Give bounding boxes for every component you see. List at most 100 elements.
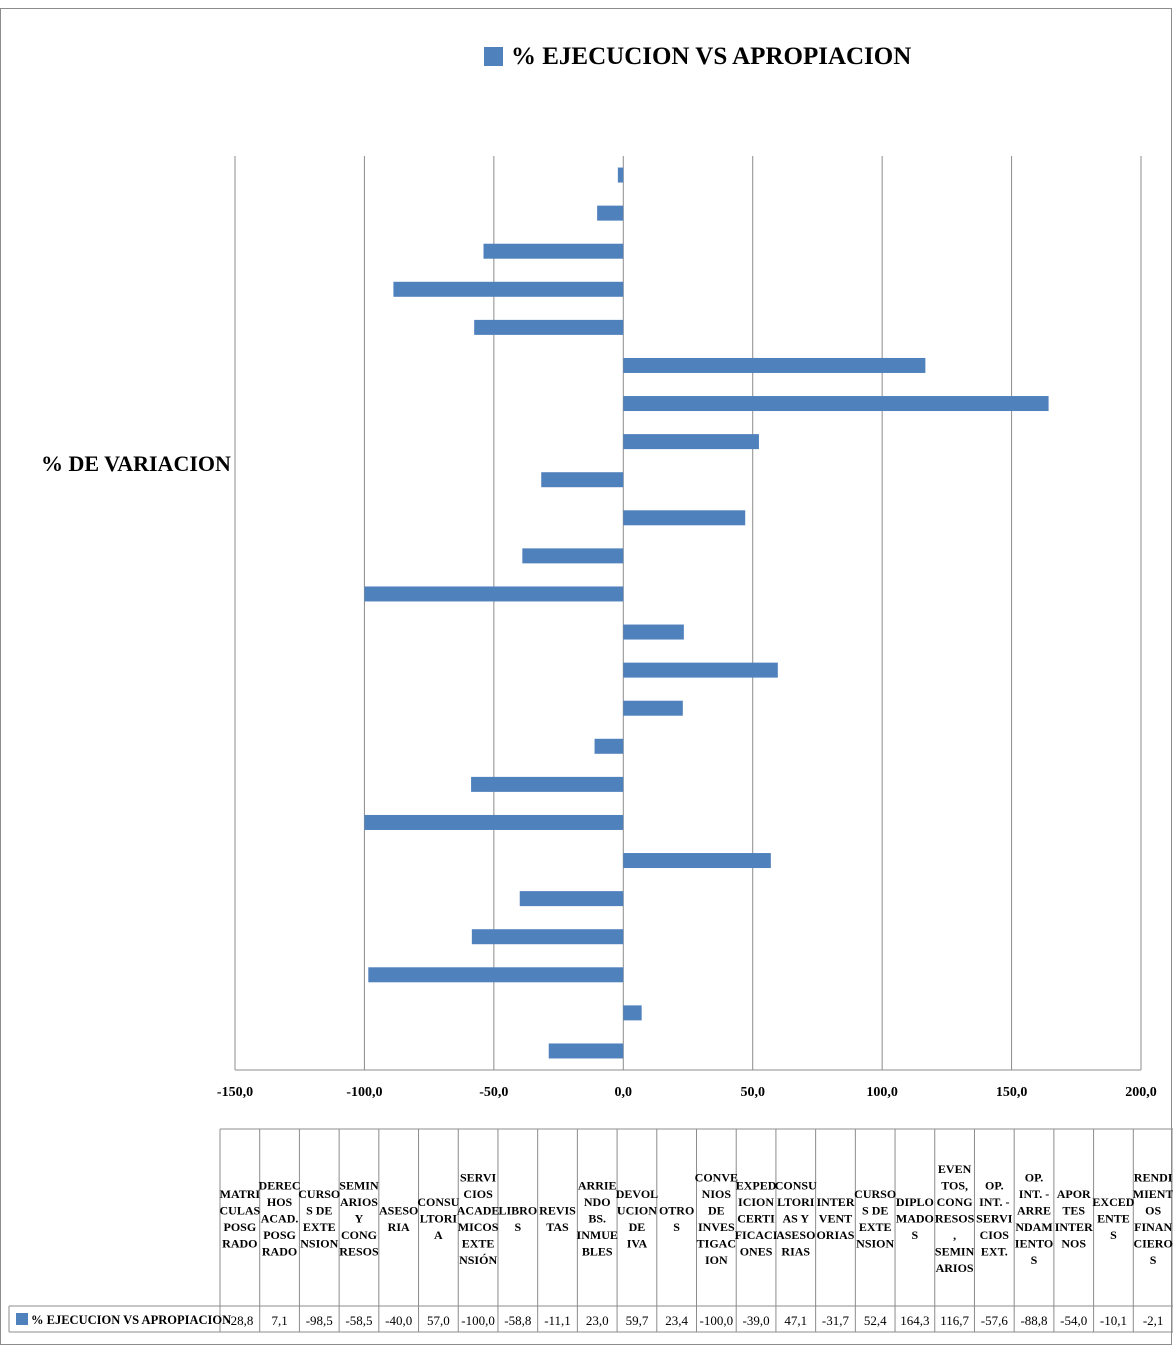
table-category-label: ONES: [740, 1245, 773, 1259]
table-value: 164,3: [900, 1313, 929, 1328]
table-value: 7,1: [271, 1313, 287, 1328]
table-category-label: RESOS: [935, 1212, 975, 1226]
table-category-label: EVEN: [938, 1162, 972, 1176]
table-category-label: FINAN: [1134, 1220, 1172, 1234]
table-category-label: S DE: [862, 1203, 888, 1217]
table-category-label: UCION: [617, 1203, 657, 1217]
bar: [393, 281, 624, 297]
table-value: 57,0: [427, 1313, 450, 1328]
bar-series: [364, 167, 1049, 1059]
table-value: -100,0: [461, 1313, 495, 1328]
table-value: -39,0: [743, 1313, 770, 1328]
table-legend-swatch: [16, 1313, 28, 1325]
table-category-label: SERVI: [460, 1170, 497, 1184]
table-category-label: ICION: [738, 1195, 774, 1209]
table-value: -57,6: [981, 1313, 1009, 1328]
table-category-label: CURSO: [854, 1187, 896, 1201]
table-category-label: S: [912, 1228, 919, 1242]
table-category-label: RIA: [388, 1220, 410, 1234]
table-category-label: RESOS: [339, 1245, 379, 1259]
table-category-label: POSG: [263, 1228, 296, 1242]
table-category-label: DE: [708, 1203, 725, 1217]
bar: [368, 967, 624, 983]
table-category-label: ASESO: [776, 1228, 815, 1242]
table-category-label: EXCED: [1092, 1195, 1134, 1209]
table-value: -58,5: [345, 1313, 372, 1328]
table-value: -54,0: [1060, 1313, 1087, 1328]
table-category-label: OS: [1145, 1203, 1161, 1217]
table-category-label: S: [1031, 1253, 1038, 1267]
table-category-label: SEMIN: [935, 1245, 975, 1259]
table-value: -58,8: [504, 1313, 531, 1328]
table-category-label: EXTE: [303, 1220, 336, 1234]
bar: [623, 434, 759, 450]
table-category-label: POSG: [224, 1220, 257, 1234]
table-category-label: IENTO: [1015, 1236, 1053, 1250]
table-category-label: NOS: [1061, 1236, 1086, 1250]
table-category-label: CONG: [341, 1228, 377, 1242]
table-category-label: RENDI: [1134, 1170, 1173, 1184]
table-category-label: MIENT: [1133, 1187, 1173, 1201]
table-value: -2,1: [1143, 1313, 1164, 1328]
bar: [623, 853, 771, 869]
table-category-label: DEREC: [259, 1179, 301, 1193]
bar: [623, 662, 778, 678]
bar: [474, 319, 624, 335]
bar: [548, 1043, 624, 1059]
bar: [519, 891, 624, 907]
table-category-label: OP.: [985, 1179, 1004, 1193]
table-category-label: S DE: [306, 1203, 332, 1217]
table-category-label: AS Y: [782, 1212, 809, 1226]
x-tick-label: 0,0: [615, 1085, 633, 1100]
table-category-label: OP.: [1025, 1170, 1044, 1184]
table-category-label: REVIS: [539, 1203, 576, 1217]
bar: [623, 396, 1049, 412]
gridlines: [234, 156, 1142, 1071]
table-category-label: NSION: [300, 1236, 338, 1250]
table-category-label: BS.: [588, 1212, 606, 1226]
bar: [364, 814, 624, 830]
x-tick-label: -100,0: [346, 1085, 382, 1100]
bar: [597, 205, 624, 221]
table-category-label: S: [514, 1220, 521, 1234]
table-category-label: NDAM: [1015, 1220, 1052, 1234]
table-category-label: INTER: [816, 1195, 854, 1209]
bar: [623, 624, 684, 640]
table-value: -11,1: [544, 1313, 571, 1328]
bar: [617, 167, 624, 183]
table-category-label: INVES: [698, 1220, 735, 1234]
table-category-label: RADO: [222, 1236, 257, 1250]
table-category-label: BLES: [582, 1245, 613, 1259]
legend-swatch: [484, 47, 503, 66]
table-category-label: DIPLO: [896, 1195, 934, 1209]
table-category-label: HOS: [267, 1195, 293, 1209]
bar: [594, 738, 624, 754]
x-tick-label: 200,0: [1125, 1085, 1157, 1100]
table-category-label: CONSU: [417, 1195, 459, 1209]
table-value: 23,0: [586, 1313, 609, 1328]
x-tick-label: 100,0: [866, 1085, 898, 1100]
table-value: -98,5: [306, 1313, 333, 1328]
table-value: 23,4: [665, 1313, 688, 1328]
table-category-label: A: [434, 1228, 443, 1242]
table-category-label: APOR: [1057, 1187, 1091, 1201]
table-category-label: CIOS: [463, 1187, 493, 1201]
table-value: -88,8: [1020, 1313, 1047, 1328]
table-category-label: TOS,: [941, 1179, 968, 1193]
table-value: 116,7: [940, 1313, 969, 1328]
table-category-label: S: [1150, 1253, 1157, 1267]
table-category-label: MATRI: [220, 1187, 261, 1201]
table-category-label: ,: [953, 1228, 956, 1242]
bar: [541, 472, 624, 488]
table-category-label: TES: [1062, 1203, 1085, 1217]
table-category-label: ARRE: [1017, 1203, 1051, 1217]
table-value: -28,8: [226, 1313, 253, 1328]
legend: % EJECUCION VS APROPIACION: [484, 43, 911, 70]
table-category-label: ASESO: [379, 1203, 418, 1217]
table-category-label: SERVI: [976, 1212, 1013, 1226]
table-category-label: ARIOS: [936, 1261, 974, 1275]
bar: [483, 243, 624, 259]
table-value: -31,7: [822, 1313, 850, 1328]
bar: [471, 776, 624, 792]
table-category-label: NSIÓN: [459, 1253, 497, 1267]
